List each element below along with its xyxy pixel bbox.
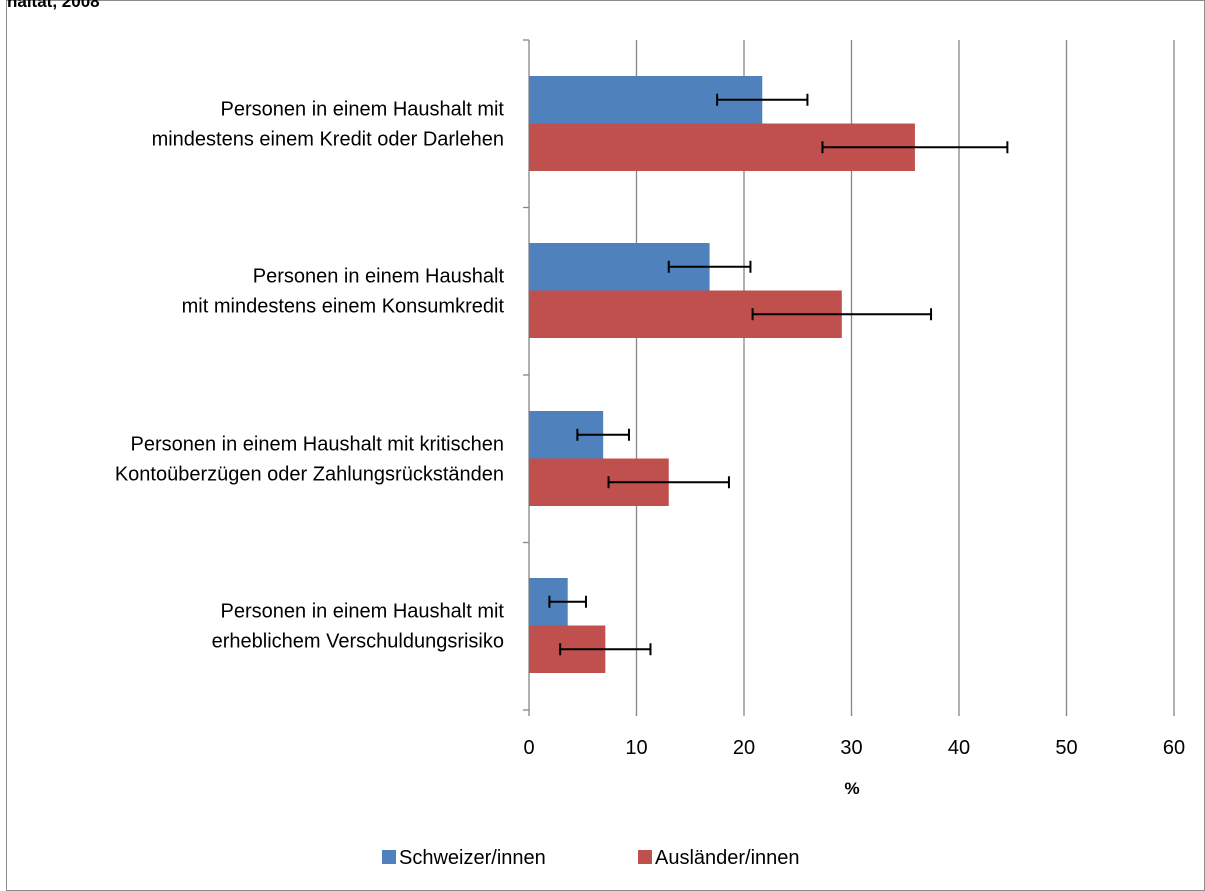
chart-title-fragment: haltat, 2008 bbox=[7, 0, 100, 11]
x-tick-label: 20 bbox=[733, 737, 755, 759]
legend-swatch bbox=[382, 850, 396, 864]
x-tick-label: 60 bbox=[1163, 737, 1185, 759]
legend-label: Ausländer/innen bbox=[655, 847, 800, 869]
x-tick-label: 30 bbox=[840, 737, 862, 759]
category-label: erheblichem Verschuldungsrisiko bbox=[212, 631, 504, 653]
category-label: Personen in einem Haushalt mit kritische… bbox=[130, 434, 504, 456]
x-tick-label: 50 bbox=[1055, 737, 1077, 759]
category-label: Personen in einem Haushalt mit bbox=[221, 99, 505, 121]
category-label: mit mindestens einem Konsumkredit bbox=[182, 296, 505, 318]
legend-label: Schweizer/innen bbox=[399, 847, 546, 869]
category-label: Personen in einem Haushalt bbox=[253, 266, 505, 288]
x-tick-label: 0 bbox=[523, 737, 534, 759]
category-label: mindestens einem Kredit oder Darlehen bbox=[152, 129, 504, 151]
x-tick-label: 10 bbox=[625, 737, 647, 759]
legend-swatch bbox=[638, 850, 652, 864]
bar-chart: Personen in einem Haushalt mit mindestens… bbox=[115, 39, 1185, 869]
x-axis-title: % bbox=[844, 779, 859, 798]
x-tick-label: 40 bbox=[948, 737, 970, 759]
chart-frame: haltat, 2008 Personen in einem Haushalt … bbox=[6, 0, 1205, 891]
category-label: Personen in einem Haushalt mit bbox=[221, 601, 505, 623]
category-label: Kontoüberzügen oder Zahlungsrückständen bbox=[115, 464, 504, 486]
